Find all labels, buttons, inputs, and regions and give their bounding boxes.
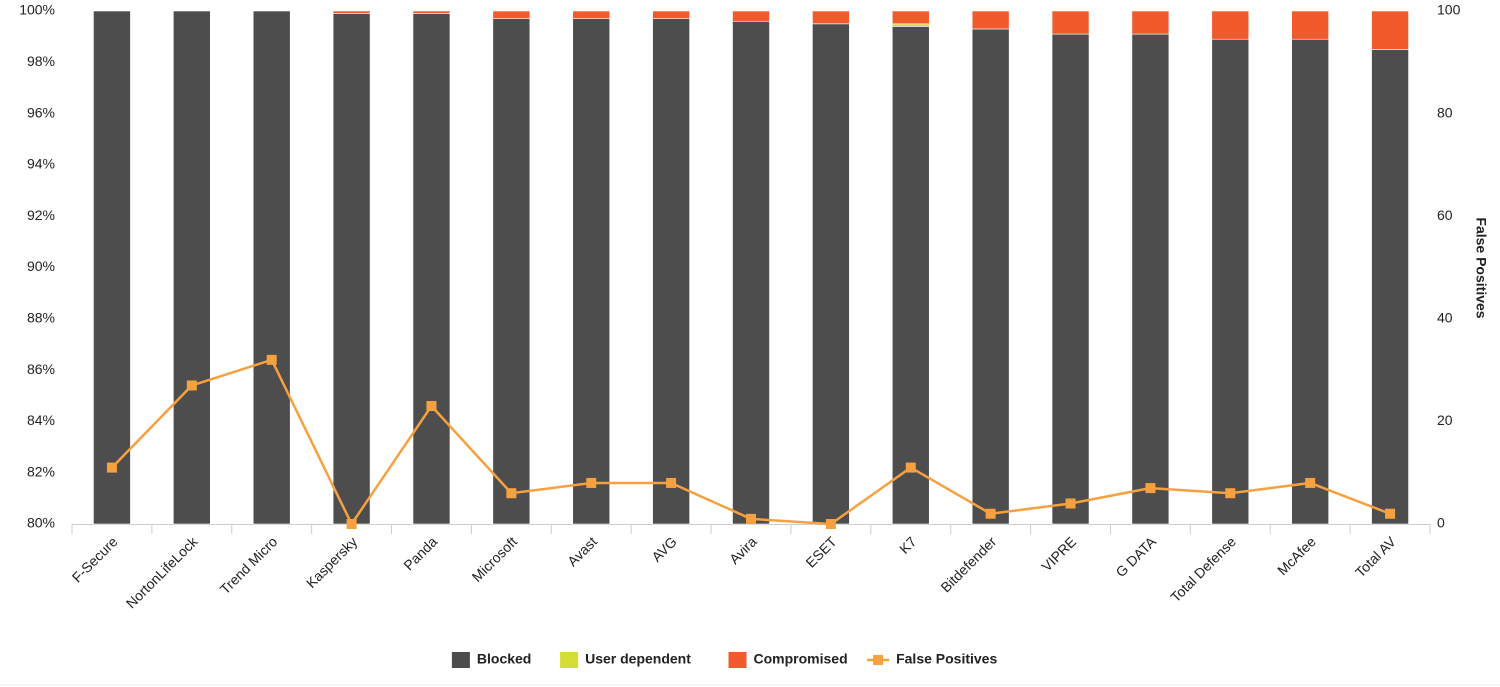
legend-symbol [451,652,470,668]
line-marker [1305,477,1316,488]
y-tick-label: 92% [27,207,55,223]
bar-segment [173,10,211,525]
x-tick-label: Kaspersky [303,533,361,591]
x-tick-label: Total Defense [1167,533,1239,605]
line-marker [1065,498,1076,509]
bar-segment [1291,10,1329,40]
y-tick-label: 88% [27,310,55,326]
x-tick-label: ESET [802,533,839,570]
line-marker [666,477,677,488]
line-marker [1145,483,1156,494]
y-tick-label: 100% [19,2,55,18]
line-marker [426,401,437,412]
y-tick-label: 84% [27,412,55,428]
bar-segment [412,10,451,14]
x-tick-label: F-Secure [69,533,121,585]
bar-segment [891,23,930,27]
bar-segment [332,13,371,525]
x-tick-label: McAfee [1274,533,1319,578]
y2-tick-label: 60 [1437,207,1453,223]
bar-segment [93,10,131,525]
x-tick-label: Bitdefender [937,533,999,595]
bar-segment [572,10,611,19]
y-tick-label: 98% [27,53,55,69]
x-tick-label: VIPRE [1038,533,1079,574]
x-tick-label: Total AV [1352,533,1399,580]
bar-segment [812,10,850,25]
line-marker [985,508,996,519]
bar-segment [412,13,451,525]
x-tick-label: Microsoft [469,533,521,585]
bar-segment [732,10,770,22]
bar-segment [1131,33,1170,525]
bar-segment [572,18,611,525]
line-marker [266,354,277,365]
bar-segment [1371,10,1409,50]
legend-label: Blocked [477,651,531,667]
bar-segment [812,23,850,525]
line-marker [346,519,357,529]
bar-segment [492,10,531,19]
bar-segment [1131,10,1170,35]
line-marker [186,380,197,391]
bar-segment [1211,38,1250,525]
legend-label: User dependent [585,651,691,667]
line-marker [905,462,916,473]
x-tick-label: Avast [564,533,600,569]
bar-segment [971,28,1010,525]
line-marker [106,462,117,473]
legend-label: Compromised [754,651,848,667]
bar-segment [732,20,770,525]
bar-segment [1371,49,1409,525]
bar-segment [652,10,690,19]
line-marker [825,519,836,529]
x-tick-label: AVG [648,533,679,564]
bar-segment [1211,10,1250,40]
bar-segment [1051,10,1090,35]
x-tick-label: Avira [726,533,760,567]
bar-segment [332,10,371,14]
y2-tick-label: 80 [1437,104,1453,120]
y2-tick-label: 0 [1437,515,1445,531]
bar-segment [652,18,690,525]
y-tick-label: 80% [27,515,55,531]
bar-segment [492,18,531,525]
y2-axis-title: False Positives [1473,217,1489,318]
y2-tick-label: 40 [1437,310,1453,326]
y-tick-label: 96% [27,104,55,120]
line-marker [506,488,517,499]
y-tick-label: 86% [27,361,55,377]
bar-segment [891,10,930,25]
bar-segment [1051,33,1090,525]
y-tick-label: 90% [27,258,55,274]
x-tick-label: Trend Micro [217,533,281,597]
x-tick-label: Panda [400,533,440,573]
y2-tick-label: 20 [1437,412,1453,428]
legend-symbol [728,652,747,668]
line-marker [1385,508,1396,519]
bar-segment [971,10,1010,30]
legend-symbol [873,655,884,665]
x-tick-label: NortonLifeLock [123,533,202,612]
line-marker [746,513,756,524]
line-marker [1225,488,1236,499]
legend-label: False Positives [896,651,997,667]
bar-segment [252,10,291,525]
bar-segment [891,26,930,525]
y-tick-label: 82% [27,463,55,479]
x-tick-label: K7 [896,533,920,557]
y2-tick-label: 100 [1437,2,1461,18]
y-tick-label: 94% [27,156,55,172]
x-tick-label: G DATA [1112,533,1159,580]
legend-symbol [560,652,579,668]
line-marker [586,477,597,488]
bar-segment [1291,38,1329,525]
